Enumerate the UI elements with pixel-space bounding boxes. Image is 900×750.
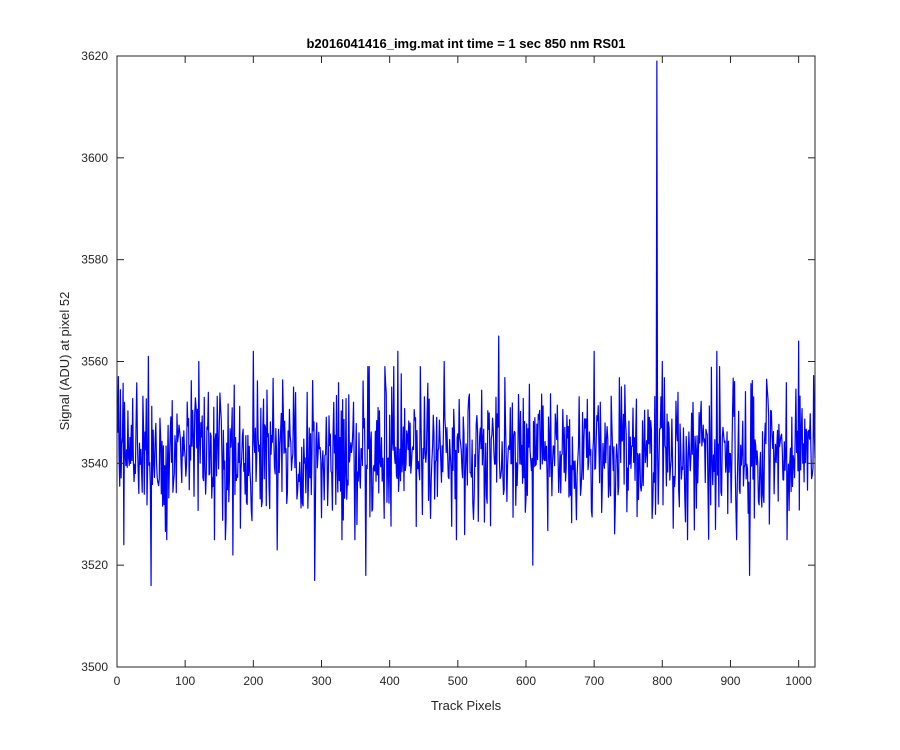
y-tick-label: 3620 bbox=[81, 49, 108, 63]
x-tick-label: 700 bbox=[584, 674, 604, 688]
y-axis-ticks: 3500 3520 3540 3560 3580 3600 3620 bbox=[81, 49, 815, 674]
y-tick-label: 3500 bbox=[81, 660, 108, 674]
x-tick-label: 1000 bbox=[785, 674, 812, 688]
x-tick-label: 900 bbox=[720, 674, 740, 688]
x-tick-label: 400 bbox=[380, 674, 400, 688]
y-axis-label: Signal (ADU) at pixel 52 bbox=[57, 292, 72, 431]
y-tick-label: 3520 bbox=[81, 558, 108, 572]
x-tick-label: 0 bbox=[114, 674, 121, 688]
x-tick-label: 600 bbox=[516, 674, 536, 688]
x-tick-label: 500 bbox=[448, 674, 468, 688]
signal-series-line bbox=[117, 60, 816, 587]
y-tick-label: 3580 bbox=[81, 253, 108, 267]
y-tick-label: 3560 bbox=[81, 355, 108, 369]
x-axis-ticks: 0 100 200 300 400 500 600 700 800 900 1000 bbox=[114, 56, 812, 688]
x-tick-label: 800 bbox=[652, 674, 672, 688]
plot-area bbox=[117, 56, 815, 667]
y-tick-label: 3540 bbox=[81, 456, 108, 470]
x-axis-label: Track Pixels bbox=[431, 698, 502, 713]
x-tick-label: 200 bbox=[243, 674, 263, 688]
chart-title: b2016041416_img.mat int time = 1 sec 850… bbox=[306, 36, 625, 51]
y-tick-label: 3600 bbox=[81, 151, 108, 165]
x-tick-label: 300 bbox=[311, 674, 331, 688]
x-tick-label: 100 bbox=[175, 674, 195, 688]
